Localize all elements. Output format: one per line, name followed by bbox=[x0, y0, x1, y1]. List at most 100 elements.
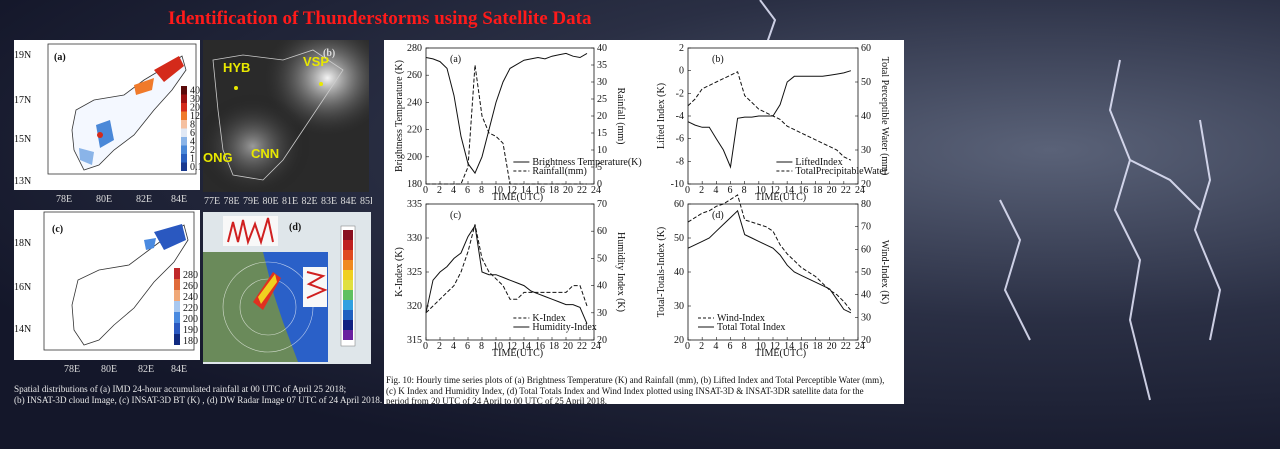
y2-axis-label: Humidity Index (K) bbox=[615, 232, 626, 312]
series-line-liftedindex bbox=[687, 70, 852, 169]
y-tick-label: 50 bbox=[674, 233, 684, 244]
series-line-brightness-temperature-k- bbox=[425, 52, 588, 175]
legend-label: Wind-Index bbox=[717, 313, 765, 324]
legend-swatch bbox=[174, 268, 180, 279]
lon-label: 78E bbox=[64, 364, 80, 375]
y2-tick-label: 50 bbox=[861, 77, 871, 88]
series-line-humidity-index bbox=[425, 224, 588, 324]
y2-tick-label: 30 bbox=[597, 77, 607, 88]
y-tick-label: -6 bbox=[676, 134, 684, 145]
radar-legend-swatch bbox=[343, 270, 353, 280]
series-line-total-total-index bbox=[687, 209, 852, 314]
lat-label: 18N bbox=[14, 238, 31, 249]
y2-axis-label: Total Perceptible Water (mm) bbox=[879, 57, 890, 176]
y-tick-label: 325 bbox=[407, 267, 422, 278]
y-tick-label: 40 bbox=[674, 267, 684, 278]
y-tick-label: 30 bbox=[674, 301, 684, 312]
y2-tick-label: 40 bbox=[861, 290, 871, 301]
y2-tick-label: 10 bbox=[597, 145, 607, 156]
x-tick-label: 6 bbox=[465, 341, 470, 352]
legend-label: 240 bbox=[183, 292, 198, 303]
lon-label: 80E bbox=[96, 194, 112, 205]
panel-a-label: (a) bbox=[54, 52, 66, 63]
x-tick-label: 22 bbox=[577, 185, 587, 196]
lon-label: 84E bbox=[171, 194, 187, 205]
lat-label: 19N bbox=[14, 50, 31, 61]
city-label: CNN bbox=[251, 146, 279, 161]
legend-label: 30 bbox=[190, 94, 200, 105]
x-tick-label: 14 bbox=[521, 185, 531, 196]
legend-swatch bbox=[181, 128, 187, 137]
y-tick-label: -4 bbox=[676, 111, 684, 122]
y2-tick-label: 60 bbox=[861, 43, 871, 54]
legend-swatch bbox=[181, 137, 187, 146]
y2-tick-label: 50 bbox=[861, 267, 871, 278]
legend-label: 1 bbox=[190, 154, 195, 165]
y2-tick-label: 30 bbox=[861, 312, 871, 323]
y-axis-label: K-Index (K) bbox=[394, 247, 405, 297]
x-tick-label: 24 bbox=[591, 341, 601, 352]
legend-label: 4 bbox=[190, 137, 195, 148]
lon-label: 77E bbox=[204, 196, 220, 206]
panel-c-lon-axis: 78E 80E 82E 84E bbox=[46, 361, 196, 375]
legend-label: 40 bbox=[190, 86, 200, 97]
y2-tick-label: 70 bbox=[861, 222, 871, 233]
lon-label: 85E bbox=[360, 196, 372, 206]
caption-line: (c) K Index and Humidity Index, (d) Tota… bbox=[386, 385, 864, 396]
x-tick-label: 24 bbox=[855, 341, 865, 352]
x-axis-label: TIME(UTC) bbox=[492, 348, 543, 359]
x-tick-label: 2 bbox=[437, 341, 442, 352]
y2-tick-label: 20 bbox=[861, 335, 871, 346]
x-tick-label: 12 bbox=[507, 341, 517, 352]
legend-label: Rainfall(mm) bbox=[532, 166, 586, 177]
lon-label: 82E bbox=[138, 364, 154, 375]
lat-label: 16N bbox=[14, 282, 31, 293]
lat-label: 17N bbox=[14, 95, 31, 106]
legend-label: 0.1 bbox=[190, 162, 200, 173]
legend-label: 180 bbox=[183, 336, 198, 347]
x-tick-label: 20 bbox=[563, 185, 573, 196]
chart-panel-label: (d) bbox=[712, 210, 724, 221]
y-tick-label: 280 bbox=[407, 43, 422, 54]
x-tick-label: 12 bbox=[770, 341, 780, 352]
x-tick-label: 16 bbox=[535, 185, 545, 196]
caption-line: period from 20 UTC of 24 April to 00 UTC… bbox=[386, 396, 607, 404]
y2-tick-label: 15 bbox=[597, 128, 607, 139]
legend-label: 190 bbox=[183, 325, 198, 336]
legend-swatch bbox=[174, 323, 180, 334]
legend-label: Humidity-Index bbox=[532, 322, 596, 333]
legend-swatch bbox=[181, 154, 187, 163]
x-tick-label: 2 bbox=[699, 185, 704, 196]
chart-panel-label: (a) bbox=[450, 54, 461, 65]
y-tick-label: 180 bbox=[407, 179, 422, 190]
y2-tick-label: 20 bbox=[597, 335, 607, 346]
radar-legend-swatch bbox=[343, 280, 353, 290]
panel-c-bt-map: (c) 18N 16N 14N 280 260 240 220 200 190 180 bbox=[14, 210, 200, 360]
radar-legend-swatch bbox=[343, 240, 353, 250]
lat-label: 14N bbox=[14, 324, 31, 335]
radar-legend-swatch bbox=[343, 330, 353, 340]
legend-swatch bbox=[174, 334, 180, 345]
x-tick-label: 10 bbox=[493, 185, 503, 196]
x-tick-label: 0 bbox=[685, 341, 690, 352]
y2-tick-label: 70 bbox=[597, 199, 607, 210]
lon-label: 78E bbox=[224, 196, 240, 206]
x-tick-label: 16 bbox=[535, 341, 545, 352]
radar-legend-swatch bbox=[343, 230, 353, 240]
radar-legend-swatch bbox=[343, 300, 353, 310]
timeseries-figure: (a) 0 2 4 6 8 10 12 14 16 18 20 22 24 TIME(UTC) 180 200 2… bbox=[384, 40, 904, 404]
lon-label: 82E bbox=[302, 196, 318, 206]
x-tick-label: 12 bbox=[507, 185, 517, 196]
x-axis-label: TIME(UTC) bbox=[755, 348, 806, 359]
x-tick-label: 14 bbox=[784, 341, 794, 352]
y-tick-label: 20 bbox=[674, 335, 684, 346]
x-tick-label: 14 bbox=[784, 185, 794, 196]
lon-label: 84E bbox=[341, 196, 357, 206]
x-axis-label: TIME(UTC) bbox=[755, 192, 806, 203]
chart-frame bbox=[425, 203, 595, 341]
legend-swatch bbox=[181, 120, 187, 129]
x-tick-label: 22 bbox=[577, 341, 587, 352]
y2-tick-label: 40 bbox=[597, 43, 607, 54]
